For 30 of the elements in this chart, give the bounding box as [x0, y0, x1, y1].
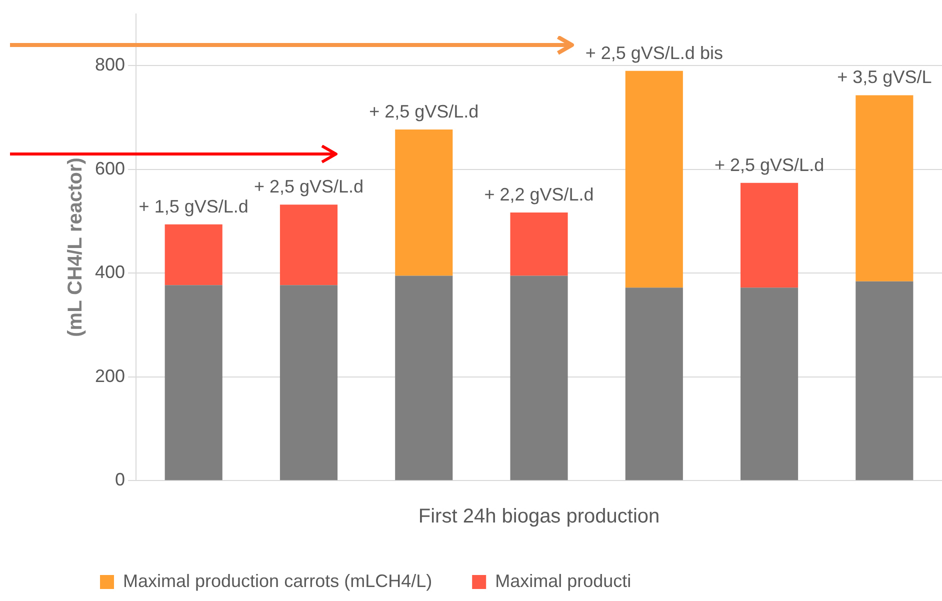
bar	[280, 204, 338, 286]
y-tick-label: 0	[115, 470, 126, 490]
bar	[280, 285, 338, 480]
bar	[625, 70, 683, 288]
bar	[740, 182, 798, 288]
annotation: + 2,5 gVS/L.d	[714, 154, 824, 175]
x-axis-title: First 24h biogas production	[418, 506, 660, 528]
bar	[510, 276, 568, 480]
y-tick-label: 800	[94, 54, 126, 75]
bar	[510, 212, 568, 276]
y-axis-title: (mL CH4/L reactor)	[64, 158, 87, 337]
bar	[856, 95, 914, 282]
bar	[740, 288, 798, 480]
y-tick-label: 600	[94, 158, 126, 178]
annotation: + 2,5 gVS/L.d	[254, 176, 364, 197]
bar	[164, 224, 222, 286]
y-tick-label: 200	[94, 366, 126, 386]
legend-label: Maximal production carrots (mLCH4/L)	[123, 570, 432, 591]
bar	[395, 276, 453, 480]
bar	[625, 288, 683, 480]
y-tick-label: 400	[94, 262, 126, 282]
bar	[164, 285, 222, 480]
annotation: + 2,5 gVS/L.d bis	[585, 42, 723, 63]
annotation: + 2,5 gVS/L.d	[369, 101, 479, 122]
bar	[856, 281, 914, 480]
legend-label: Maximal producti	[495, 570, 632, 591]
annotation: + 3,5 gVS/L	[837, 67, 932, 88]
annotation: + 1,5 gVS/L.d	[138, 196, 248, 216]
annotation: + 2,2 gVS/L.d	[484, 184, 594, 204]
bar	[395, 129, 453, 276]
